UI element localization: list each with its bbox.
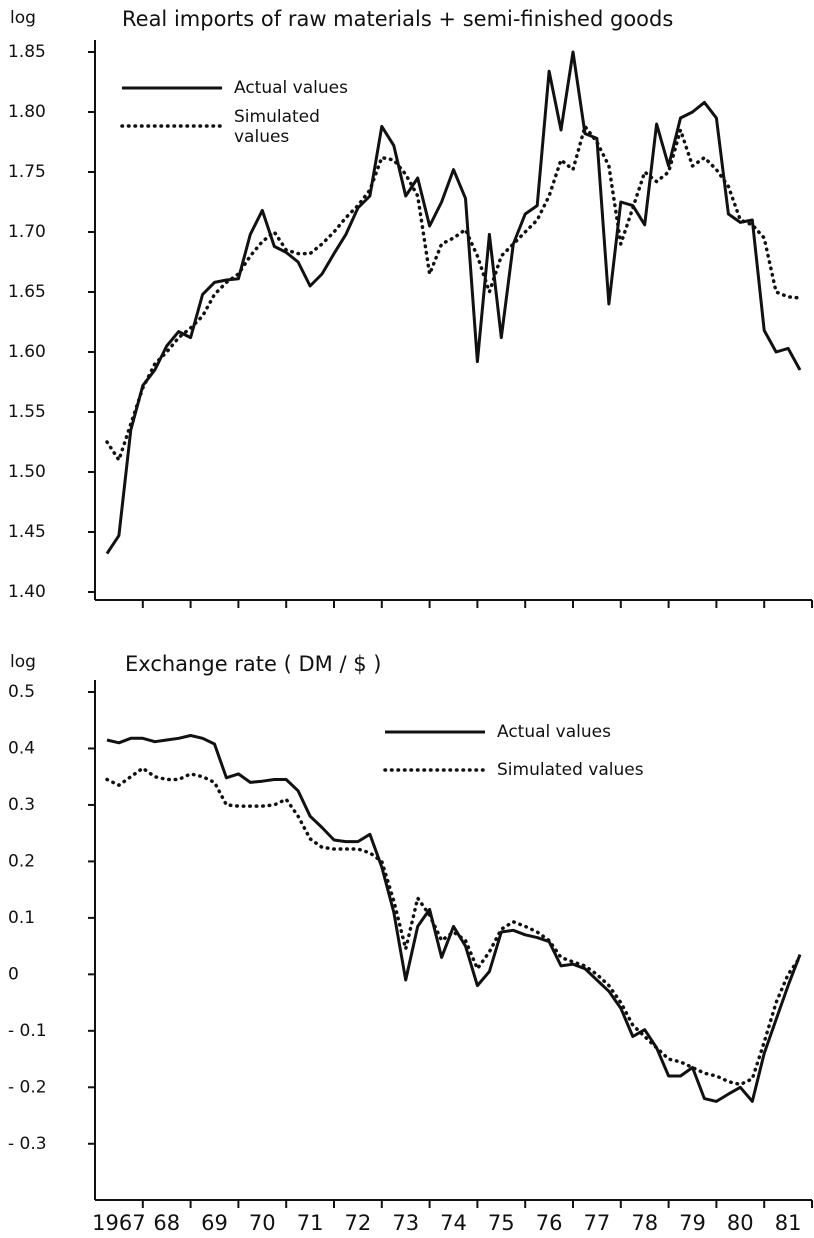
- x-tick-label: 74: [440, 1211, 467, 1235]
- x-tick-label: 69: [201, 1211, 228, 1235]
- y-tick-label: 1.70: [8, 222, 46, 242]
- y-tick-label: 1.65: [8, 282, 46, 302]
- x-tick-label: 70: [249, 1211, 276, 1235]
- y-axis-label: log: [10, 8, 36, 28]
- y-tick-label: 1.45: [8, 522, 46, 542]
- x-tick-label: 68: [153, 1211, 180, 1235]
- chart-title: Real imports of raw materials + semi-fin…: [122, 7, 673, 31]
- y-tick-label: 1.80: [8, 102, 46, 122]
- y-tick-label: 1.40: [8, 582, 46, 602]
- y-axis-label: log: [10, 652, 36, 672]
- y-tick-label: 1.85: [8, 42, 46, 62]
- y-tick-label: 0.4: [8, 738, 35, 758]
- y-tick-label: 0.3: [8, 795, 35, 815]
- x-tick-label: 72: [345, 1211, 372, 1235]
- y-tick-label: 1.75: [8, 162, 46, 182]
- y-tick-label: 1.60: [8, 342, 46, 362]
- series-line: [105, 766, 802, 1087]
- legend-label: Actual values: [497, 722, 611, 742]
- x-tick-label: 81: [775, 1211, 802, 1235]
- y-tick-label: 0.2: [8, 851, 35, 871]
- x-tick-label: 73: [392, 1211, 419, 1235]
- y-tick-label: 0.5: [8, 682, 35, 702]
- y-tick-label: 1.55: [8, 402, 46, 422]
- x-tick-label: 71: [297, 1211, 324, 1235]
- x-tick-label: 79: [679, 1211, 706, 1235]
- legend-label: Simulated values: [497, 760, 644, 780]
- y-tick-label: 0: [8, 964, 19, 984]
- y-tick-label: - 0.3: [8, 1134, 47, 1154]
- chart-title: Exchange rate ( DM / $ ): [125, 652, 381, 676]
- x-tick-label: 75: [488, 1211, 515, 1235]
- x-tick-label: 1967: [92, 1211, 145, 1235]
- x-tick-label: 78: [631, 1211, 658, 1235]
- series-line: [105, 50, 802, 555]
- series-line: [105, 124, 802, 462]
- series-line: [106, 734, 802, 1103]
- legend-label: Actual values: [234, 78, 348, 98]
- y-tick-label: - 0.1: [8, 1021, 47, 1041]
- x-tick-label: 80: [727, 1211, 754, 1235]
- legend-label: Simulated values: [234, 107, 320, 147]
- x-tick-label: 76: [536, 1211, 563, 1235]
- y-tick-label: - 0.2: [8, 1077, 47, 1097]
- y-tick-label: 0.1: [8, 908, 35, 928]
- x-tick-label: 77: [584, 1211, 611, 1235]
- y-tick-label: 1.50: [8, 462, 46, 482]
